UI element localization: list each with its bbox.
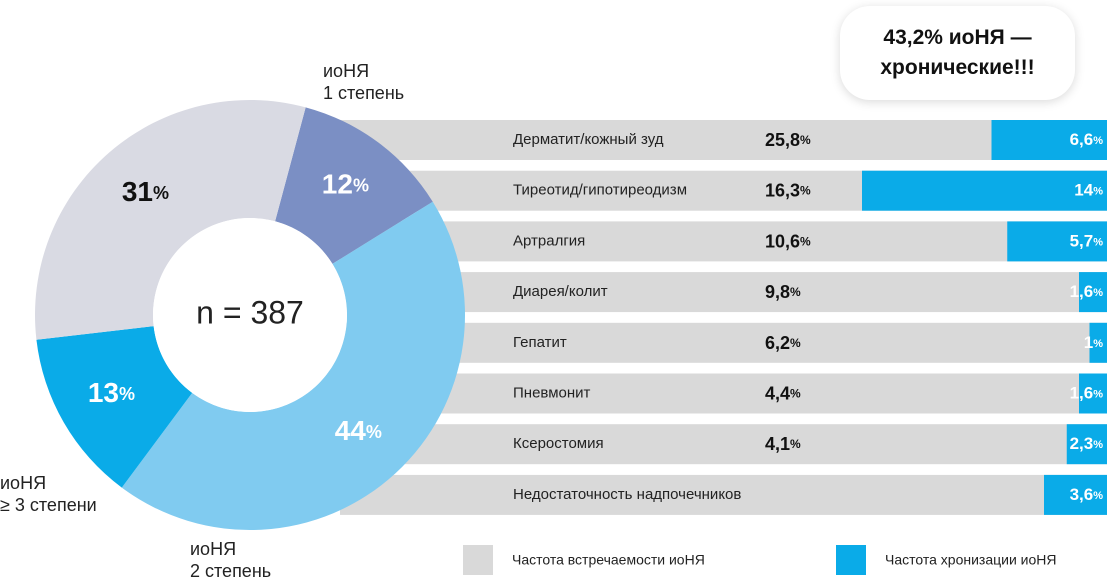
value-label: 5,7%	[1070, 232, 1104, 251]
value-label: 1,6%	[1070, 283, 1104, 302]
segment-label: иоНЯ 2 степень	[190, 539, 272, 581]
legend-label: Частота хронизации иоНЯ	[885, 552, 1057, 568]
row-background	[340, 272, 1107, 313]
bar	[991, 120, 1107, 160]
value-label: 14%	[1074, 181, 1103, 200]
bar	[1007, 221, 1107, 262]
value-label: 13%	[88, 377, 135, 408]
row-background	[340, 120, 1107, 160]
donut-segment	[121, 201, 466, 530]
legend-label: Частота встречаемости иоНЯ	[512, 552, 705, 568]
bar	[1044, 474, 1107, 515]
donut-segment	[36, 326, 193, 488]
donut-hole	[153, 218, 347, 412]
bar	[1079, 373, 1107, 414]
value-label: 25,8%	[765, 130, 811, 150]
category-label: Артралгия	[513, 232, 585, 249]
row-background	[340, 474, 1107, 515]
category-label: Тиреотид/гипотиреодизм	[513, 182, 687, 199]
category-label: Гепатит	[513, 334, 567, 351]
segment-label: иоНЯ 1 степень	[323, 61, 405, 103]
value-label: 4,4%	[765, 383, 801, 403]
bar	[1089, 322, 1107, 363]
row-background	[340, 322, 1107, 363]
legend-swatch	[463, 545, 493, 575]
row-background	[340, 424, 1107, 465]
value-label: 6,6%	[1070, 130, 1104, 149]
value-label: 4,1%	[765, 434, 801, 454]
category-label: Пневмонит	[513, 384, 591, 401]
bar	[1066, 424, 1107, 465]
category-label: Недостаточность надпочечников	[513, 486, 741, 503]
donut-segment	[275, 107, 433, 264]
category-label: Диарея/колит	[513, 283, 608, 300]
row-background	[340, 373, 1107, 414]
value-label: 16,3%	[765, 180, 811, 200]
value-label: 10,6%	[765, 231, 811, 251]
bar	[1079, 272, 1107, 313]
value-label: 12%	[322, 169, 369, 200]
category-label: Ксеростомия	[513, 435, 604, 452]
value-label: 9,8%	[765, 282, 801, 302]
value-label: 44%	[335, 415, 382, 446]
bar	[862, 170, 1107, 211]
row-background	[340, 221, 1107, 262]
segment-label: иоНЯ ≥ 3 степени	[0, 473, 97, 515]
value-label: 31%	[122, 176, 169, 207]
value-label: 3,6%	[1070, 485, 1104, 504]
value-label: 1,6%	[1070, 384, 1104, 403]
donut-segment	[35, 99, 306, 340]
category-label: Дерматит/кожный зуд	[513, 131, 664, 148]
center-label: n = 387	[196, 294, 304, 330]
value-label: 2,3%	[1070, 435, 1104, 454]
value-label: 6,2%	[765, 333, 801, 353]
value-label: 1%	[1084, 333, 1103, 352]
annotation: 43,2% иоНЯ — хронические!!!	[840, 6, 1075, 100]
legend-swatch	[836, 545, 866, 575]
